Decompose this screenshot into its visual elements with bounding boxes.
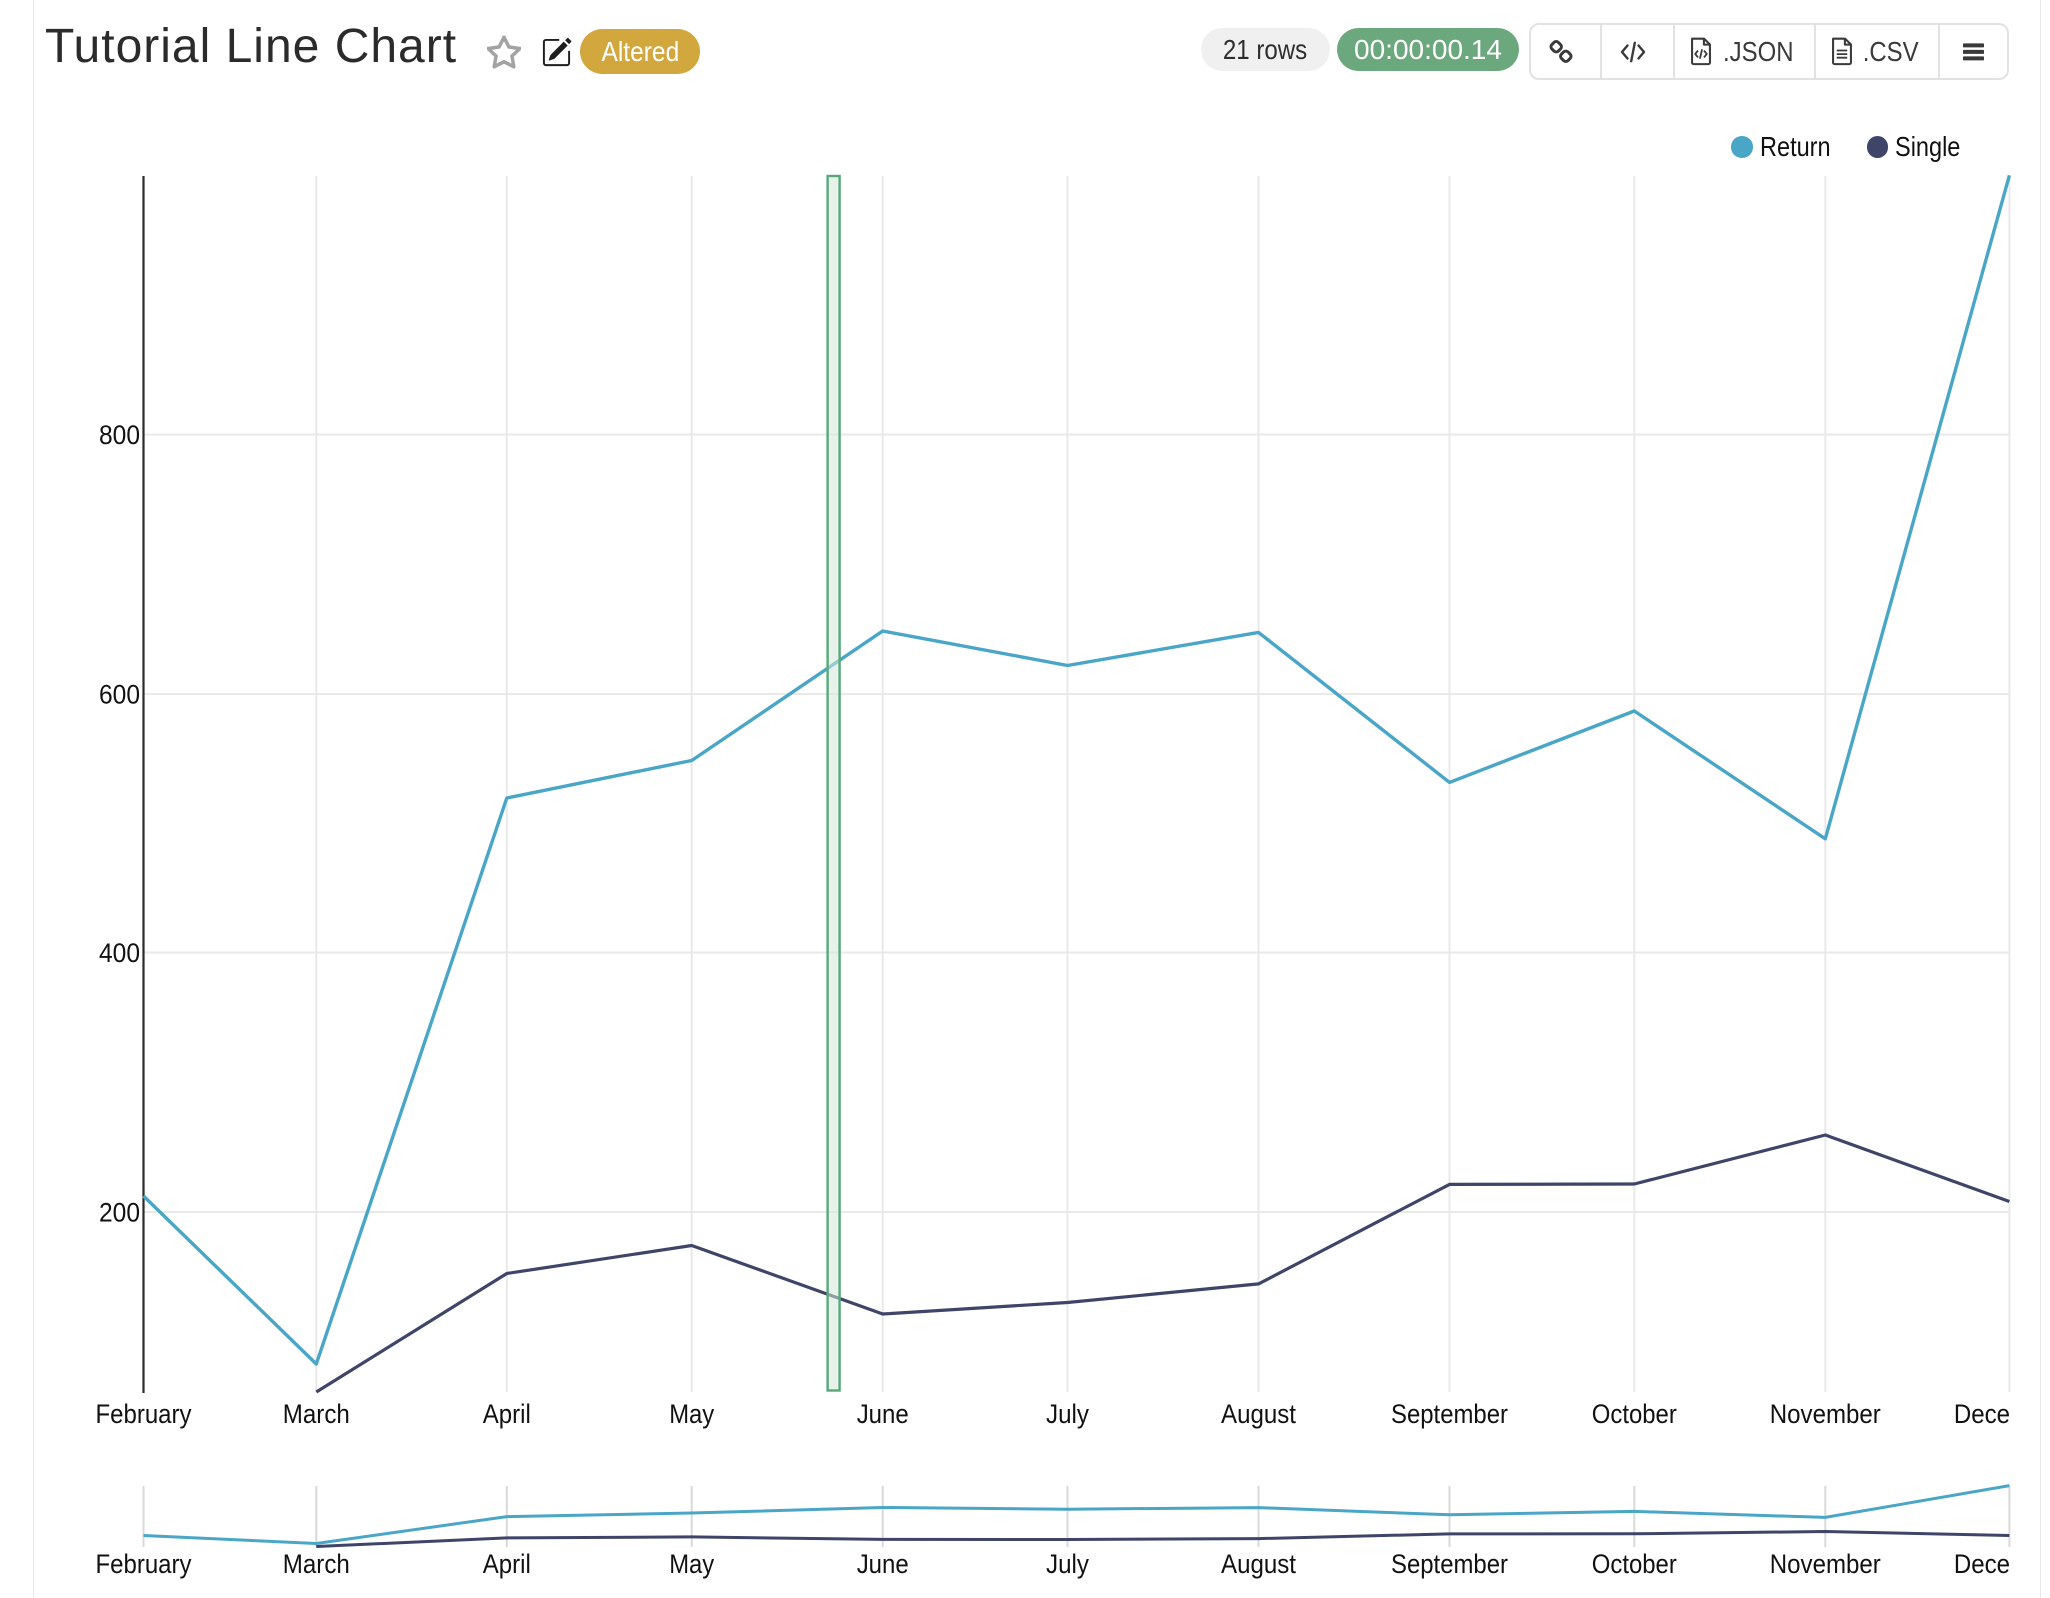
svg-text:April: April (483, 1399, 531, 1429)
svg-text:February: February (96, 1549, 192, 1579)
svg-text:May: May (669, 1399, 714, 1429)
svg-text:September: September (1391, 1399, 1508, 1429)
svg-text:June: June (857, 1549, 909, 1579)
svg-text:May: May (669, 1549, 714, 1579)
svg-text:December: December (1954, 1549, 2050, 1579)
svg-text:February: February (96, 1399, 192, 1429)
svg-text:800: 800 (99, 420, 140, 450)
svg-text:July: July (1046, 1399, 1089, 1429)
svg-text:August: August (1221, 1549, 1296, 1579)
svg-text:August: August (1221, 1399, 1296, 1429)
svg-text:June: June (857, 1399, 909, 1429)
svg-text:March: March (283, 1399, 350, 1429)
svg-text:March: March (283, 1549, 350, 1579)
svg-text:November: November (1770, 1549, 1881, 1579)
svg-text:200: 200 (99, 1198, 140, 1228)
svg-text:April: April (483, 1549, 531, 1579)
svg-text:November: November (1770, 1399, 1881, 1429)
svg-text:600: 600 (99, 680, 140, 710)
svg-text:July: July (1046, 1549, 1089, 1579)
svg-text:400: 400 (99, 938, 140, 968)
svg-text:October: October (1592, 1399, 1677, 1429)
svg-text:December: December (1954, 1399, 2050, 1429)
svg-text:October: October (1592, 1549, 1677, 1579)
svg-text:September: September (1391, 1549, 1508, 1579)
